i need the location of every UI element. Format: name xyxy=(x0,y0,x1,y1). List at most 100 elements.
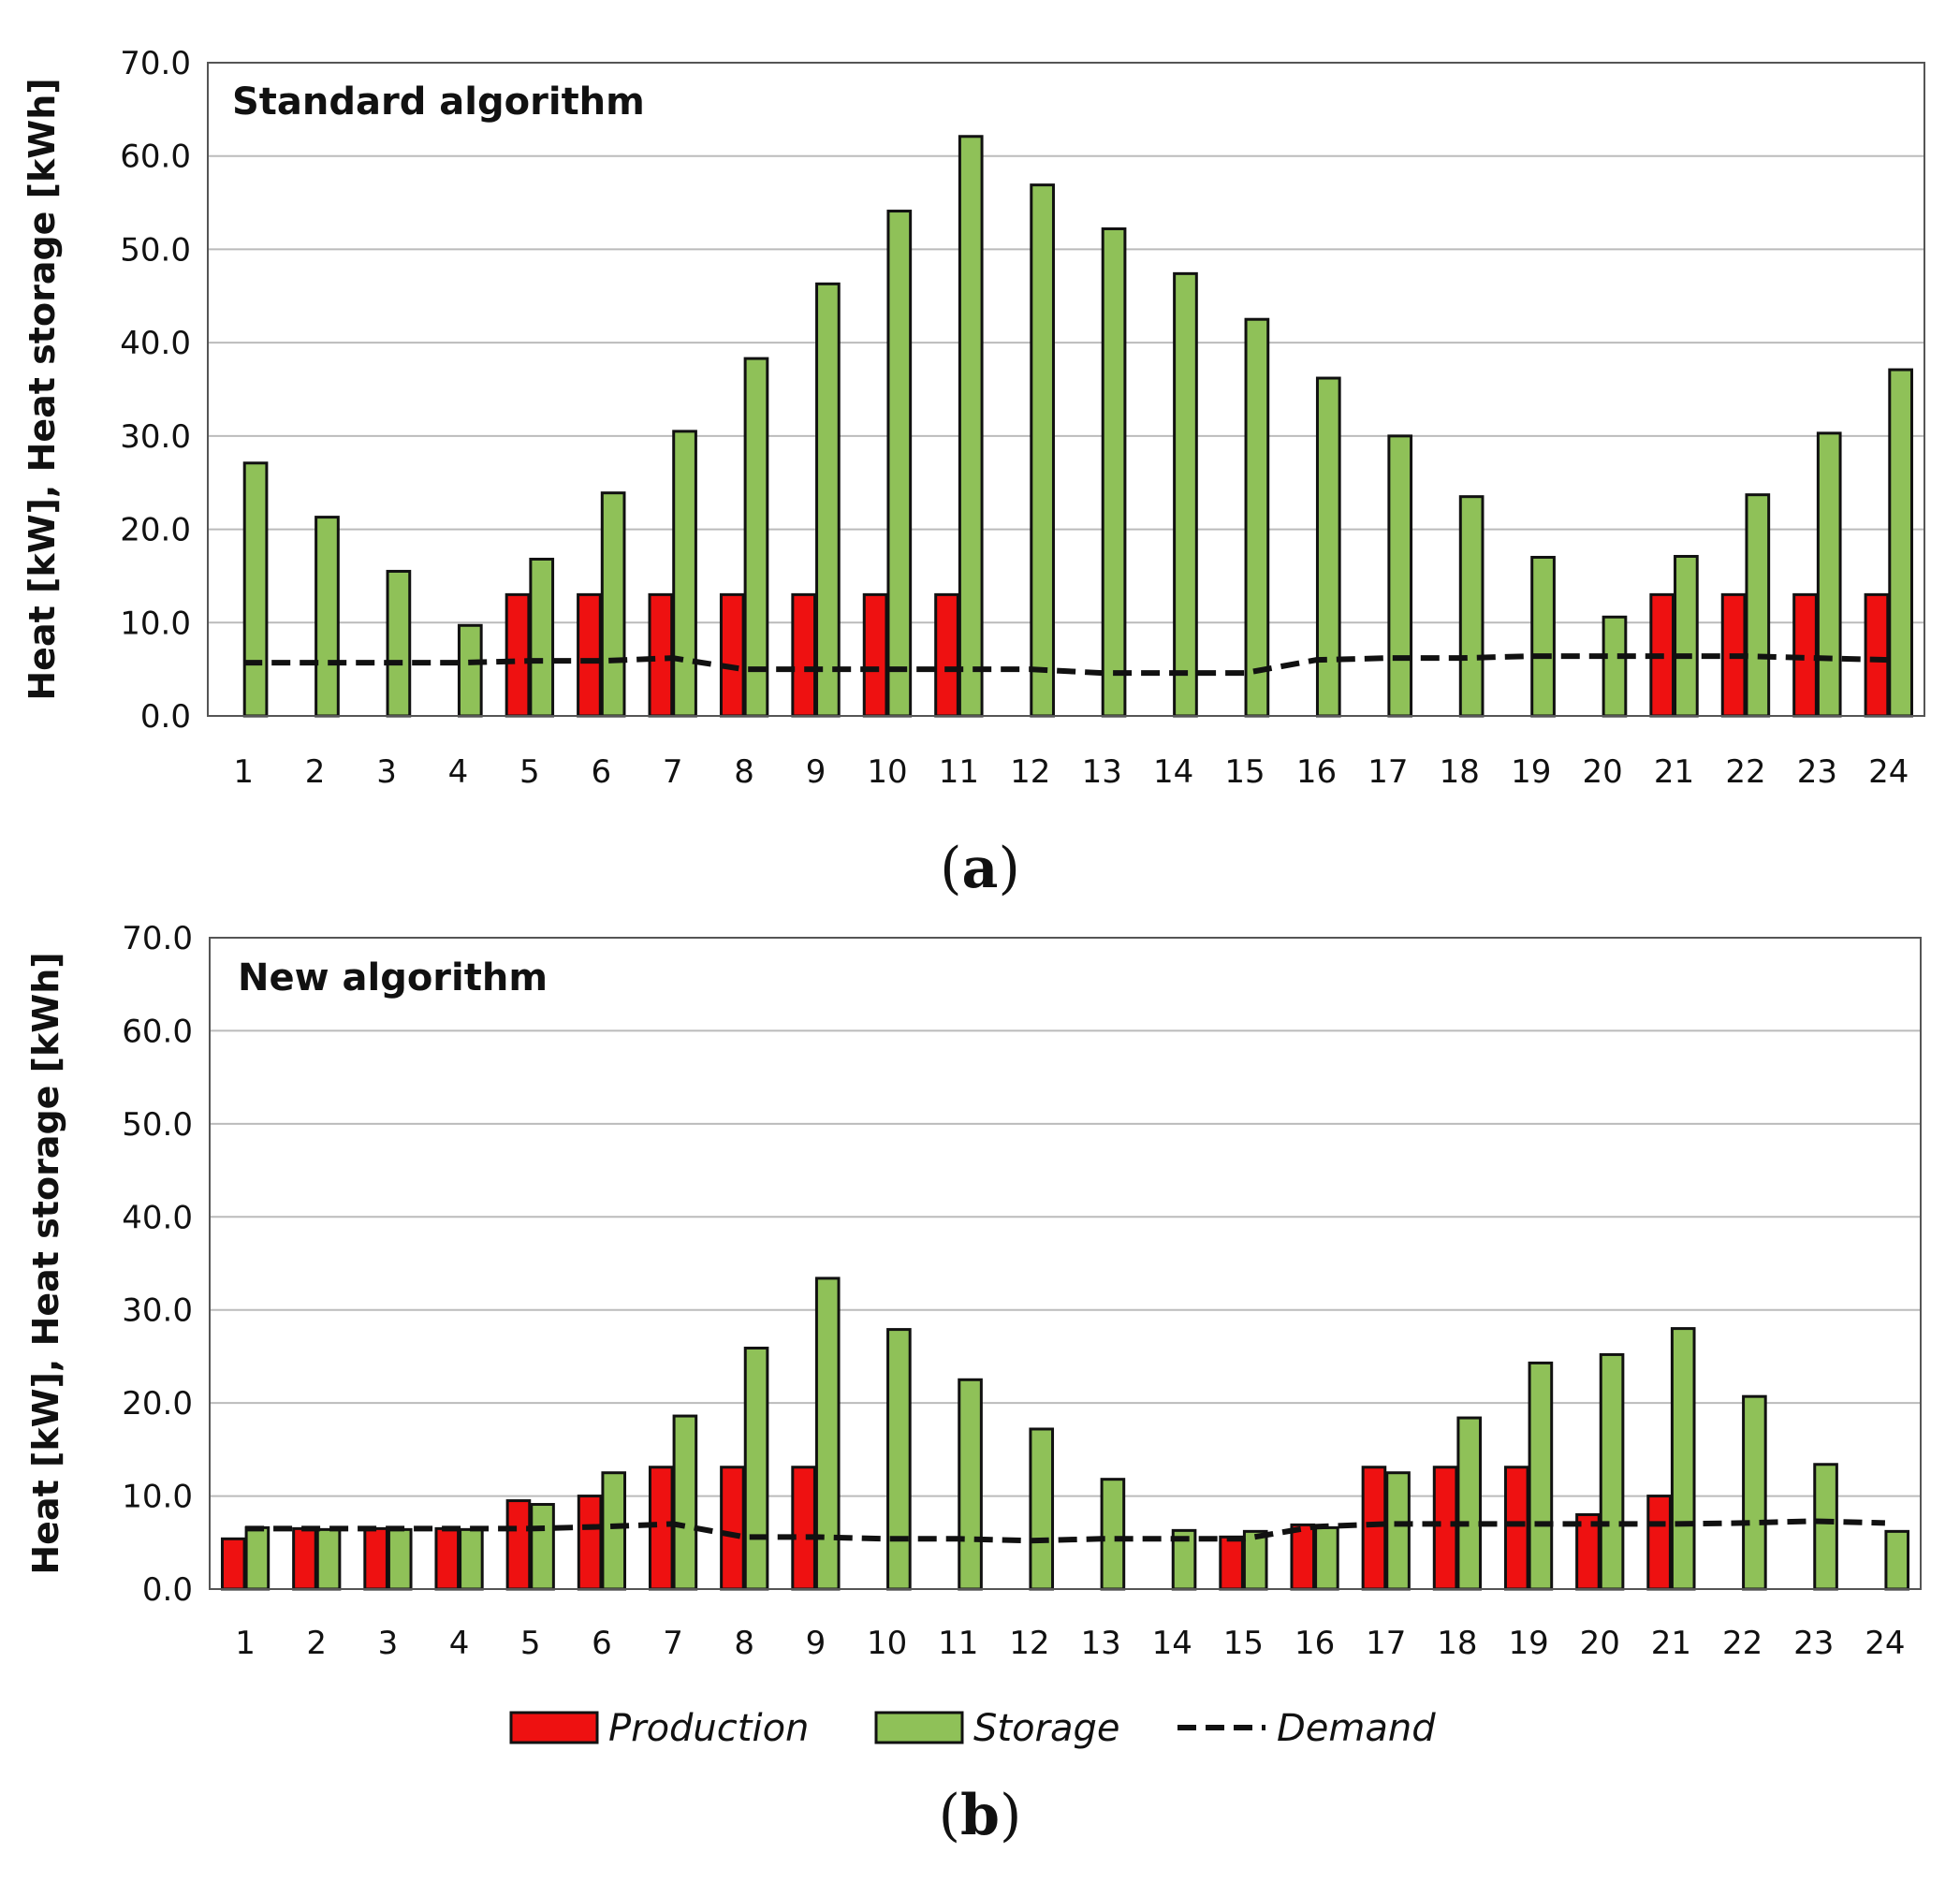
production-bar xyxy=(791,1466,816,1591)
storage-bar xyxy=(1674,554,1699,718)
demand-line xyxy=(243,653,1889,677)
production-bar xyxy=(862,592,888,718)
storage-bar xyxy=(530,1503,555,1591)
legend-swatch-production xyxy=(509,1711,599,1744)
y-tick-label: 0.0 xyxy=(140,698,191,736)
production-bar xyxy=(720,1466,745,1591)
x-tick-label: 17 xyxy=(1368,753,1408,791)
x-tick-label: 19 xyxy=(1511,753,1551,791)
x-tick-label: 24 xyxy=(1868,753,1909,791)
storage-bar xyxy=(244,1525,271,1591)
y-tick-label: 40.0 xyxy=(122,1199,193,1236)
production-bar xyxy=(1361,1466,1387,1591)
y-tick-label: 30.0 xyxy=(120,418,191,456)
x-tick-label: 5 xyxy=(520,1625,541,1662)
x-tick-label: 6 xyxy=(591,753,611,791)
x-tick-label: 7 xyxy=(663,1625,683,1662)
storage-bar xyxy=(1387,434,1413,718)
x-tick-label: 20 xyxy=(1582,753,1622,791)
x-tick-label: 9 xyxy=(806,753,826,791)
storage-bar xyxy=(601,1471,627,1591)
production-bar xyxy=(363,1526,388,1591)
storage-bar xyxy=(1816,431,1842,718)
storage-bar xyxy=(814,1277,841,1591)
production-bar xyxy=(220,1537,246,1591)
storage-bar xyxy=(886,1328,912,1591)
storage-bar xyxy=(1670,1327,1696,1591)
x-tick-label: 1 xyxy=(235,1625,256,1662)
production-bar xyxy=(791,592,817,718)
x-tick-label: 20 xyxy=(1580,1625,1620,1662)
storage-bar xyxy=(1030,183,1055,718)
x-tick-label: 4 xyxy=(449,1625,470,1662)
x-tick-label: 16 xyxy=(1296,753,1337,791)
production-bar xyxy=(577,1495,603,1591)
storage-bar xyxy=(1314,1525,1339,1591)
x-tick-label: 10 xyxy=(867,753,907,791)
x-tick-label: 6 xyxy=(592,1625,612,1662)
production-bar xyxy=(1290,1523,1316,1591)
x-tick-label: 9 xyxy=(806,1625,826,1662)
storage-bar xyxy=(529,557,555,718)
y-tick-label: 50.0 xyxy=(120,231,191,269)
production-bar xyxy=(648,1466,674,1591)
x-tick-label: 7 xyxy=(663,753,683,791)
x-tick-label: 19 xyxy=(1508,1625,1548,1662)
y-tick-label: 20.0 xyxy=(122,1385,193,1422)
storage-bar xyxy=(672,1414,698,1591)
legend: Production Storage Demand xyxy=(509,1707,1436,1750)
legend-label-demand: Demand xyxy=(1277,1707,1436,1750)
production-bar xyxy=(1864,592,1890,718)
production-bar xyxy=(292,1526,317,1591)
x-tick-label: 23 xyxy=(1793,1625,1834,1662)
x-tick-label: 11 xyxy=(938,1625,978,1662)
production-bar xyxy=(1432,1466,1458,1591)
panel-title: Standard algorithm xyxy=(232,80,645,124)
x-tick-label: 1 xyxy=(233,753,254,791)
x-tick-label: 3 xyxy=(378,1625,399,1662)
panel-title: New algorithm xyxy=(238,956,548,999)
x-tick-label: 13 xyxy=(1082,753,1122,791)
production-bar xyxy=(719,592,745,718)
storage-bar xyxy=(457,623,483,718)
storage-bar xyxy=(1029,1427,1055,1591)
storage-bar xyxy=(1315,376,1341,718)
storage-bar xyxy=(1242,1529,1268,1591)
storage-bar xyxy=(886,210,913,718)
storage-bar xyxy=(1244,317,1270,718)
x-tick-label: 12 xyxy=(1009,1625,1049,1662)
storage-bar xyxy=(314,516,340,718)
production-bar xyxy=(577,592,602,718)
production-bar xyxy=(934,592,959,718)
x-tick-label: 3 xyxy=(376,753,397,791)
legend-label-storage: Storage xyxy=(973,1707,1120,1750)
y-tick-label: 70.0 xyxy=(122,920,193,957)
storage-bar xyxy=(1813,1463,1838,1591)
y-tick-label: 60.0 xyxy=(120,139,191,176)
chart-panel-b: 0.010.020.030.040.050.060.070.01 2 3 4 5 6 7 8 9… xyxy=(25,920,1922,1848)
storage-bar xyxy=(1456,1416,1483,1591)
storage-bar xyxy=(958,135,984,718)
x-tick-label: 21 xyxy=(1654,753,1694,791)
storage-bar xyxy=(1173,271,1198,718)
production-bar xyxy=(648,592,674,718)
plot-frame xyxy=(209,937,1922,1590)
x-tick-label: 22 xyxy=(1722,1625,1763,1662)
demand-line xyxy=(245,1518,1885,1544)
storage-bar xyxy=(1745,493,1771,718)
production-bar xyxy=(1646,1495,1672,1591)
storage-bar xyxy=(1742,1394,1767,1591)
storage-bar xyxy=(386,569,412,718)
panel-caption: (b) xyxy=(939,1783,1022,1848)
x-tick-label: 14 xyxy=(1152,1625,1192,1662)
storage-bar xyxy=(1528,1361,1554,1591)
x-tick-label: 2 xyxy=(305,753,326,791)
y-tick-label: 20.0 xyxy=(120,512,191,549)
y-axis-label: Heat [kW], Heat storage [kWh] xyxy=(22,78,63,700)
x-tick-label: 8 xyxy=(734,1625,754,1662)
x-tick-label: 11 xyxy=(939,753,979,791)
x-tick-label: 23 xyxy=(1797,753,1837,791)
x-tick-label: 12 xyxy=(1010,753,1050,791)
x-tick-label: 16 xyxy=(1294,1625,1335,1662)
